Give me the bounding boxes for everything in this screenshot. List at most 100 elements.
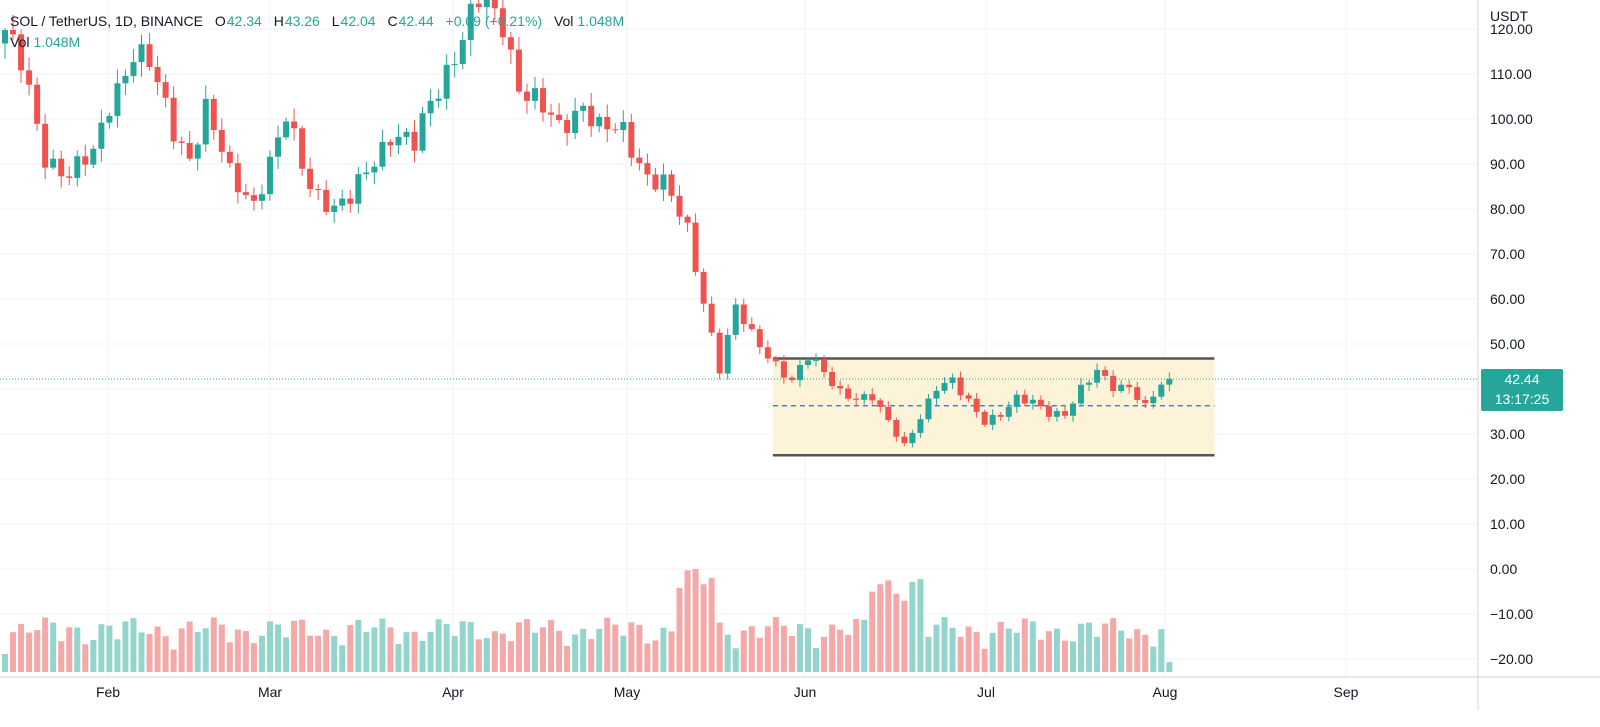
y-tick-label: 10.00 <box>1490 516 1525 532</box>
volume-bar <box>275 624 282 672</box>
candle-body <box>692 222 699 272</box>
volume-bar <box>540 627 547 672</box>
volume-bar <box>580 628 587 672</box>
candle-body <box>1150 396 1157 404</box>
volume-bar <box>805 628 811 672</box>
candle-body <box>307 168 314 190</box>
volume-bar <box>250 643 257 672</box>
volume-bar <box>772 617 779 672</box>
candle-body <box>34 84 41 124</box>
volume-bar <box>491 631 498 672</box>
candle-body <box>861 394 868 400</box>
candle-body <box>1126 384 1133 388</box>
vol-label: Vol <box>553 13 574 29</box>
candle-body <box>588 105 595 127</box>
volume-legend-label[interactable]: Vol <box>10 34 30 50</box>
candle-body <box>780 361 787 378</box>
volume-bar <box>644 643 651 672</box>
volume-bar <box>347 625 354 672</box>
candle-body <box>435 98 442 101</box>
candle-body <box>1102 369 1109 376</box>
candle-body <box>821 359 828 373</box>
volume-bar <box>363 631 370 672</box>
volume-bar <box>523 619 530 672</box>
close-value: 42.44 <box>398 13 434 29</box>
candle-body <box>564 120 571 134</box>
volume-bar <box>845 634 852 672</box>
candle-body <box>853 398 860 400</box>
volume-bar <box>419 640 426 672</box>
volume-bar <box>676 587 683 672</box>
volume-bar <box>1110 618 1117 672</box>
volume-bar <box>780 625 787 672</box>
volume-bar <box>66 627 73 672</box>
volume-bar <box>1061 640 1068 672</box>
candle-body <box>572 110 579 134</box>
volume-bar <box>483 638 490 672</box>
volume-bar <box>202 628 209 672</box>
candle-body <box>1142 399 1149 404</box>
volume-bar <box>379 618 386 672</box>
candle-body <box>756 329 763 348</box>
candle-body <box>1166 379 1173 385</box>
volume-bar <box>933 624 940 672</box>
candle-body <box>491 0 498 9</box>
candle-body <box>459 39 466 65</box>
last-price-label: 42.44 13:17:25 <box>1481 369 1563 411</box>
x-tick-label: Feb <box>96 684 120 700</box>
volume-bar <box>226 642 233 672</box>
candle-body <box>194 144 201 159</box>
y-tick-label: 110.00 <box>1490 66 1532 82</box>
candle-body <box>339 198 346 206</box>
candle-body <box>788 377 795 381</box>
candle-body <box>700 271 707 304</box>
volume-bar <box>732 648 739 672</box>
candle-body <box>355 174 362 204</box>
price-range-box[interactable] <box>772 357 1215 457</box>
candle-body <box>90 148 97 165</box>
y-tick-label: 60.00 <box>1490 291 1525 307</box>
candle-body <box>1069 403 1076 416</box>
symbol-label[interactable]: SOL / TetherUS, 1D, BINANCE <box>10 13 203 29</box>
candle-body <box>1086 382 1093 385</box>
volume-bar <box>170 649 177 672</box>
open-value: 42.34 <box>226 13 262 29</box>
candle-body <box>981 411 988 425</box>
volume-bars <box>2 569 1173 672</box>
candle-body <box>708 303 715 333</box>
volume-bar <box>234 629 241 672</box>
volume-bar <box>668 631 675 672</box>
candle-body <box>106 115 113 123</box>
y-tick-label: 20.00 <box>1490 471 1525 487</box>
volume-bar <box>1126 638 1133 672</box>
volume-bar <box>965 626 972 672</box>
volume-bar <box>154 626 161 672</box>
price-axis-unit[interactable]: USDT <box>1490 8 1529 24</box>
candle-body <box>909 432 916 444</box>
volume-bar <box>371 627 378 672</box>
y-tick-label: 90.00 <box>1490 156 1525 172</box>
candle-body <box>323 189 330 212</box>
volume-bar <box>387 627 394 672</box>
change-value: +0.09 (+0.21%) <box>445 13 543 29</box>
candle-body <box>50 158 57 168</box>
volume-bar <box>499 633 506 672</box>
volume-bar <box>50 622 57 672</box>
volume-bar <box>90 639 97 672</box>
candle-body <box>604 116 611 130</box>
candle-body <box>146 44 153 67</box>
candle-body <box>234 163 241 193</box>
volume-bar <box>564 646 571 672</box>
candle-body <box>877 400 884 407</box>
candle-body <box>941 382 948 391</box>
volume-bar <box>10 632 17 672</box>
volume-bar <box>837 629 844 672</box>
candle-body <box>1110 375 1117 391</box>
y-tick-label: 30.00 <box>1490 426 1525 442</box>
candle-body <box>1005 406 1012 417</box>
candle-body <box>347 198 354 204</box>
volume-bar <box>989 632 996 672</box>
candle-body <box>403 131 410 137</box>
candle-body <box>813 359 820 361</box>
